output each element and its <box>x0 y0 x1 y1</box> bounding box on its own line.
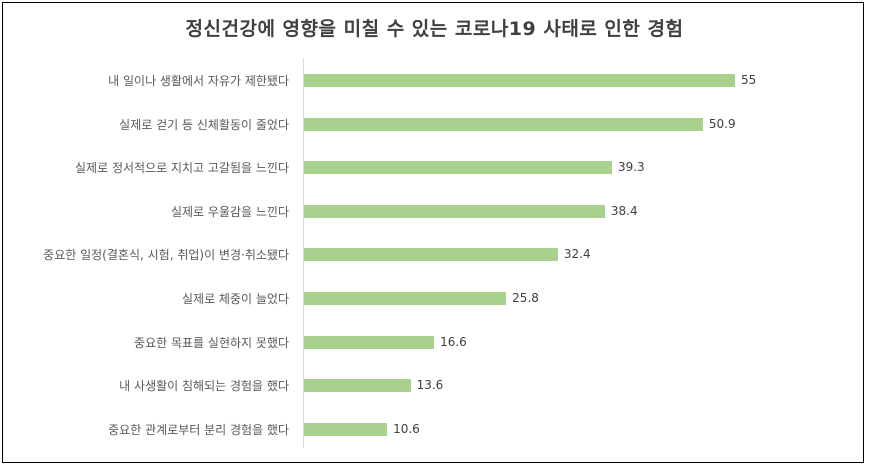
bar-row: 실제로 체중이 늘었다 25.8 <box>0 291 869 306</box>
bar <box>304 335 435 349</box>
bar-row: 내 사생활이 침해되는 경험을 했다 13.6 <box>0 378 869 394</box>
bar <box>304 161 612 175</box>
chart-title: 정신건강에 영향을 미칠 수 있는 코로나19 사태로 인한 경험 <box>185 18 684 40</box>
value-label: 13.6 <box>416 378 444 393</box>
bar <box>304 422 388 436</box>
category-label: 중요한 일정(결혼식, 시험, 취업)이 변경·취소됐다 <box>43 248 289 263</box>
bar-row: 중요한 일정(결혼식, 시험, 취업)이 변경·취소됐다 32.4 <box>0 247 869 263</box>
category-label: 중요한 관계로부터 분리 경험을 했다 <box>108 422 289 437</box>
bar <box>304 117 703 131</box>
bar <box>304 74 735 87</box>
value-label: 25.8 <box>512 291 539 305</box>
value-label: 55 <box>741 73 757 87</box>
bar-row: 실제로 걷기 등 신체활동이 줄었다 50.9 <box>0 116 869 132</box>
bar <box>304 248 558 262</box>
bar <box>304 204 605 218</box>
value-label: 10.6 <box>393 421 420 436</box>
category-label: 내 사생활이 침해되는 경험을 했다 <box>119 379 289 394</box>
bar-row: 중요한 목표를 실현하지 못했다 16.6 <box>0 334 869 350</box>
bar <box>304 292 507 305</box>
bar-row: 실제로 정서적으로 지치고 고갈됨을 느낀다 39.3 <box>0 160 869 176</box>
bar-row: 실제로 우울감을 느낀다 38.4 <box>0 203 869 219</box>
value-label: 32.4 <box>563 247 591 262</box>
bar-row: 내 일이나 생활에서 자유가 제한됐다 55 <box>0 73 869 88</box>
value-label: 50.9 <box>708 116 736 131</box>
category-label: 실제로 우울감을 느낀다 <box>170 204 289 219</box>
category-axis-line <box>303 58 304 448</box>
category-label: 실제로 정서적으로 지치고 고갈됨을 느낀다 <box>75 161 289 176</box>
value-label: 39.3 <box>617 160 645 175</box>
value-label: 16.6 <box>440 334 467 349</box>
category-label: 실제로 걷기 등 신체활동이 줄었다 <box>119 117 289 132</box>
bar-row: 중요한 관계로부터 분리 경험을 했다 10.6 <box>0 421 869 437</box>
category-label: 실제로 체중이 늘었다 <box>182 292 289 306</box>
category-label: 중요한 목표를 실현하지 못했다 <box>134 335 289 350</box>
bar <box>304 379 411 393</box>
value-label: 38.4 <box>610 203 638 218</box>
category-label: 내 일이나 생활에서 자유가 제한됐다 <box>108 74 289 88</box>
